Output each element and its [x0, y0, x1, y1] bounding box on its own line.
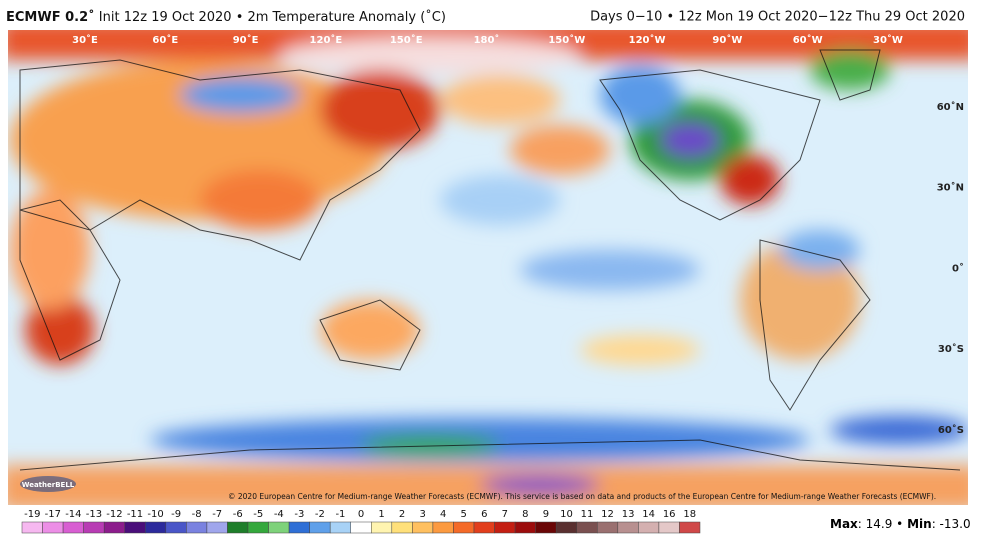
- longitude-label: 30˚W: [873, 34, 903, 46]
- colorbar-swatch: [309, 521, 331, 534]
- colorbar-label: 6: [481, 509, 487, 520]
- colorbar-label: -17: [45, 509, 61, 520]
- colorbar-label: -4: [274, 509, 284, 520]
- colorbar-swatch: [288, 521, 310, 534]
- colorbar-label: -9: [171, 509, 181, 520]
- latitude-label: 30˚S: [938, 343, 964, 355]
- longitude-label: 180˚: [474, 34, 500, 46]
- colorbar-label: -13: [86, 509, 102, 520]
- colorbar-swatch: [617, 521, 639, 534]
- colorbar-label: 2: [399, 509, 405, 520]
- colorbar-swatch: [679, 521, 701, 534]
- colorbar-label: -7: [212, 509, 222, 520]
- colorbar-label: 16: [663, 509, 676, 520]
- stats: Max: 14.9 • Min: -13.0: [830, 517, 971, 531]
- colorbar-label: 11: [581, 509, 594, 520]
- colorbar-swatch: [597, 521, 619, 534]
- colorbar-label: -10: [147, 509, 163, 520]
- header-title: ECMWF 0.2˚ Init 12z 19 Oct 2020 • 2m Tem…: [6, 9, 446, 25]
- colorbar-swatch: [453, 521, 475, 534]
- colorbar-swatch: [371, 521, 393, 534]
- colorbar-label: 8: [522, 509, 528, 520]
- colorbar-label: 7: [502, 509, 508, 520]
- colorbar-label: 10: [560, 509, 573, 520]
- colorbar-swatch: [432, 521, 454, 534]
- colorbar-label: 5: [461, 509, 467, 520]
- colorbar-swatch: [206, 521, 228, 534]
- colorbar-label: -19: [24, 509, 40, 520]
- colorbar-label: 13: [622, 509, 635, 520]
- colorbar-swatch: [535, 521, 557, 534]
- colorbar-label: -5: [253, 509, 263, 520]
- longitude-label: 30˚E: [72, 34, 98, 46]
- copyright: © 2020 European Centre for Medium-range …: [228, 492, 936, 501]
- colorbar-swatch: [576, 521, 598, 534]
- longitude-label: 60˚E: [152, 34, 178, 46]
- longitude-label: 90˚W: [712, 34, 742, 46]
- colorbar-swatch: [494, 521, 516, 534]
- colorbar-swatch: [62, 521, 84, 534]
- colorbar-swatch: [83, 521, 105, 534]
- colorbar-label: 12: [601, 509, 614, 520]
- colorbar-swatch: [227, 521, 249, 534]
- colorbar-swatch: [350, 521, 372, 534]
- colorbar-swatch: [391, 521, 413, 534]
- colorbar-swatch: [186, 521, 208, 534]
- colorbar-label: -8: [192, 509, 202, 520]
- colorbar-swatch: [103, 521, 125, 534]
- colorbar-label: -12: [106, 509, 122, 520]
- colorbar-label: 1: [378, 509, 384, 520]
- colorbar-swatch: [247, 521, 269, 534]
- longitude-label: 120˚W: [629, 34, 666, 46]
- colorbar-label: -1: [335, 509, 345, 520]
- colorbar-swatch: [555, 521, 577, 534]
- logo-text: WeatherBELL: [22, 481, 75, 489]
- colorbar-label: 3: [419, 509, 425, 520]
- colorbar-label: -3: [294, 509, 304, 520]
- longitude-label: 150˚E: [390, 34, 423, 46]
- colorbar-label: -11: [127, 509, 143, 520]
- colorbar-swatch: [658, 521, 680, 534]
- colorbar-label: 9: [543, 509, 549, 520]
- longitude-label: 120˚E: [310, 34, 343, 46]
- longitude-label: 60˚W: [793, 34, 823, 46]
- colorbar-label: 14: [642, 509, 655, 520]
- latitude-labels: 60˚N 30˚N 0˚ 30˚S 60˚S: [937, 101, 964, 436]
- longitude-label: 90˚E: [233, 34, 259, 46]
- latitude-label: 60˚N: [937, 101, 964, 113]
- header-period: Days 0−10 • 12z Mon 19 Oct 2020−12z Thu …: [590, 10, 965, 25]
- colorbar-swatch: [412, 521, 434, 534]
- longitude-labels: 30˚E 60˚E 90˚E 120˚E 150˚E 180˚ 150˚W 120˚W 90˚W…: [72, 34, 903, 46]
- colorbar-swatch: [514, 521, 536, 534]
- colorbar-label: -2: [315, 509, 325, 520]
- colorbar-label: -14: [65, 509, 81, 520]
- colorbar-swatch: [473, 521, 495, 534]
- colorbar-label: 0: [358, 509, 364, 520]
- longitude-label: 150˚W: [548, 34, 585, 46]
- colorbar-swatch: [638, 521, 660, 534]
- latitude-label: 30˚N: [937, 182, 964, 194]
- latitude-label: 0˚: [952, 262, 964, 274]
- colorbar-label: 18: [683, 509, 696, 520]
- latitude-label: 60˚S: [938, 424, 964, 436]
- logo: WeatherBELL: [20, 476, 76, 492]
- colorbar-swatch: [21, 521, 43, 534]
- colorbar-label: 4: [440, 509, 446, 520]
- colorbar-swatch: [42, 521, 64, 534]
- colorbar-swatch: [268, 521, 290, 534]
- colorbar-swatch: [329, 521, 351, 534]
- colorbar-swatch: [124, 521, 146, 534]
- temperature-field: WeatherBELL © 2020 European Centre for M…: [8, 30, 968, 505]
- colorbar-label: -6: [233, 509, 243, 520]
- colorbar-swatch: [145, 521, 167, 534]
- colorbar: -19 -17 -14 -13 -12 -11 -10 -9 -8 -7 -6 -5 -4 -3 -2 -1 0…: [21, 509, 701, 534]
- colorbar-swatch: [165, 521, 187, 534]
